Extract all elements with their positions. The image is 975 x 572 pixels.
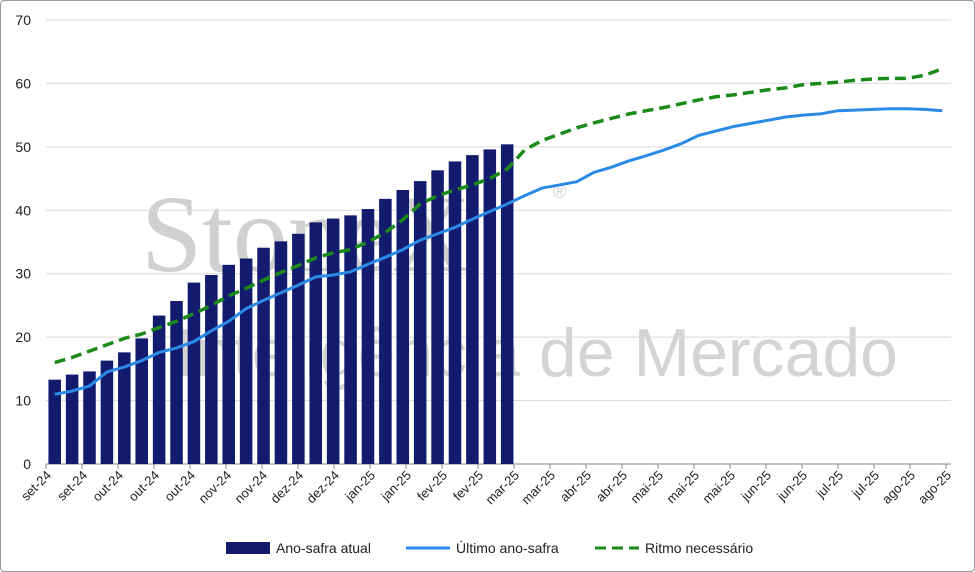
legend-label: Último ano-safra xyxy=(456,540,559,556)
bar xyxy=(187,282,201,464)
bar xyxy=(431,170,444,464)
x-tick-label: nov-24 xyxy=(195,468,234,507)
x-tick-label: fev-25 xyxy=(414,468,450,504)
y-tick-label: 70 xyxy=(15,12,31,28)
x-tick-label: mar-25 xyxy=(482,468,522,508)
bar xyxy=(361,209,375,464)
line xyxy=(54,107,943,396)
x-tick-label: jan-25 xyxy=(341,468,378,505)
x-tick-label: jun-25 xyxy=(737,468,774,505)
y-tick-label: 0 xyxy=(23,456,31,472)
bar xyxy=(274,241,288,464)
x-tick-label: nov-24 xyxy=(231,468,270,507)
bar xyxy=(83,371,96,464)
bar xyxy=(222,264,236,464)
bar xyxy=(152,315,166,464)
bar xyxy=(205,274,218,464)
y-tick-label: 30 xyxy=(15,266,31,282)
x-tick-label: ago-25 xyxy=(915,468,954,507)
x-tick-label: mar-25 xyxy=(518,468,558,508)
x-tick-label: out-24 xyxy=(161,468,198,505)
bar xyxy=(118,352,131,464)
legend-label: Ano-safra atual xyxy=(276,540,371,556)
x-tick-label: mai-25 xyxy=(663,468,702,507)
bar xyxy=(500,144,514,464)
x-tick-label: out-24 xyxy=(89,468,126,505)
x-tick-label: mai-25 xyxy=(699,468,738,507)
bar xyxy=(448,161,462,464)
y-tick-label: 60 xyxy=(15,75,31,91)
x-tick-label: abr-25 xyxy=(557,468,594,505)
x-tick-label: set-24 xyxy=(18,468,54,504)
legend-swatch xyxy=(226,542,270,554)
bar xyxy=(466,155,479,465)
bar xyxy=(344,215,357,464)
dashed-line xyxy=(54,67,943,365)
x-tick-label: fev-25 xyxy=(450,468,486,504)
x-tick-label: out-24 xyxy=(125,468,162,505)
x-tick-label: set-24 xyxy=(54,468,90,504)
bar xyxy=(326,218,340,464)
bar xyxy=(396,189,410,464)
bar xyxy=(65,374,79,464)
legend-label: Ritmo necessário xyxy=(645,540,753,556)
x-tick-label: jan-25 xyxy=(377,468,414,505)
x-tick-label: mai-25 xyxy=(627,468,666,507)
x-tick-label: jul-25 xyxy=(812,468,846,502)
bar xyxy=(135,338,148,464)
x-tick-label: ago-25 xyxy=(879,468,918,507)
x-tick-label: abr-25 xyxy=(593,468,630,505)
x-tick-label: jul-25 xyxy=(848,468,882,502)
y-tick-label: 20 xyxy=(15,329,31,345)
y-tick-label: 10 xyxy=(15,393,31,409)
x-tick-label: dez-24 xyxy=(267,468,306,507)
bar xyxy=(48,379,61,464)
bar xyxy=(100,360,114,464)
bar xyxy=(309,222,323,464)
bar xyxy=(170,300,183,464)
x-tick-label: jun-25 xyxy=(773,468,810,505)
x-tick-label: dez-24 xyxy=(303,468,342,507)
y-tick-label: 50 xyxy=(15,139,31,155)
bar xyxy=(379,198,392,464)
bar xyxy=(413,181,427,464)
bar xyxy=(292,233,305,464)
y-tick-label: 40 xyxy=(15,202,31,218)
bar xyxy=(483,149,497,464)
